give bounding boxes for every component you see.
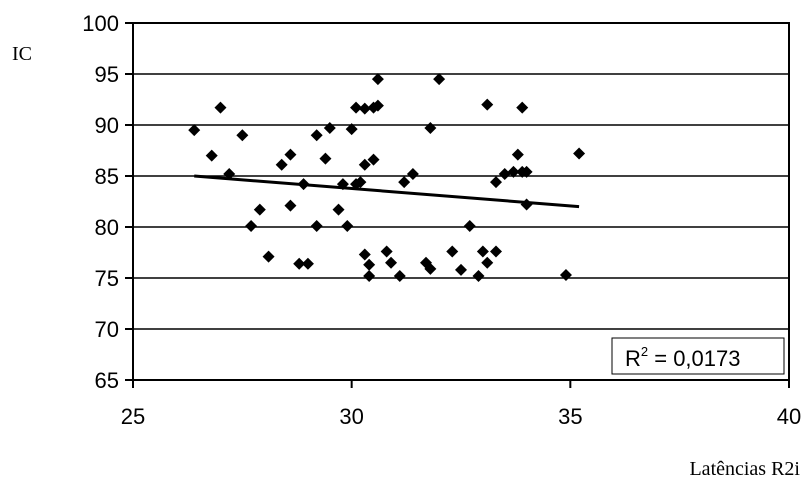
data-point [358,248,371,261]
x-tick-label: 35 [558,404,582,429]
data-point [275,158,288,171]
y-tick-label: 85 [95,164,119,189]
axis-ticks [125,22,790,388]
data-point [481,98,494,111]
data-point [297,178,310,191]
data-point [223,167,236,180]
data-point [214,101,227,114]
r2-value: = 0,0173 [648,346,740,371]
data-point [341,219,354,232]
data-point [323,122,336,135]
data-point [284,199,297,212]
data-point [310,219,323,232]
data-point [319,152,332,165]
y-tick-label: 100 [82,11,119,36]
data-point [336,178,349,191]
data-point [393,269,406,282]
data-point [489,176,502,189]
data-point [188,124,201,137]
y-tick-label: 90 [95,113,119,138]
data-point [363,269,376,282]
data-point [476,245,489,258]
data-point [406,167,419,180]
data-point [520,165,533,178]
data-point [385,256,398,269]
x-tick-label: 25 [121,404,145,429]
data-point [262,250,275,263]
data-point [463,219,476,232]
data-point [433,73,446,86]
x-tick-label: 30 [339,404,363,429]
data-point [424,122,437,135]
data-point [446,245,459,258]
data-points [188,73,586,282]
plot-area-border [132,22,790,381]
data-point [332,203,345,216]
data-point [472,269,485,282]
data-point [380,245,393,258]
data-point [345,123,358,136]
data-point [371,73,384,86]
data-point [559,268,572,281]
data-point [507,165,520,178]
data-point [363,258,376,271]
gridlines [133,22,789,381]
y-tick-label: 95 [95,62,119,87]
r2-annotation: R2 = 0,0173 [625,344,741,371]
data-point [398,176,411,189]
data-point [245,219,258,232]
data-point [511,148,524,161]
x-tick-label: 40 [777,404,801,429]
data-point [310,129,323,142]
data-point [301,257,314,270]
data-point [354,176,367,189]
trendline-group [194,174,580,209]
data-point [284,148,297,161]
data-point [350,101,363,114]
y-axis-label: IC [12,43,32,65]
data-point [367,153,380,166]
data-point [293,257,306,270]
data-point [489,245,502,258]
data-point [573,147,586,160]
data-point [253,203,266,216]
data-point [520,198,533,211]
y-tick-label: 75 [95,266,119,291]
y-tick-label: 80 [95,215,119,240]
r2-box [611,337,785,375]
y-tick-label: 70 [95,317,119,342]
y-tick-label: 65 [95,368,119,393]
data-point [498,167,511,180]
data-point [205,149,218,162]
data-point [358,158,371,171]
trendline [194,174,580,209]
r2-label: R [625,346,641,371]
r2-superscript: 2 [641,344,648,359]
data-point [358,102,371,115]
data-point [371,99,384,112]
data-point [424,262,437,275]
data-point [516,101,529,114]
data-point [236,129,249,142]
x-axis-label: Latências R2i [689,458,800,480]
data-point [481,256,494,269]
data-point [455,263,467,276]
